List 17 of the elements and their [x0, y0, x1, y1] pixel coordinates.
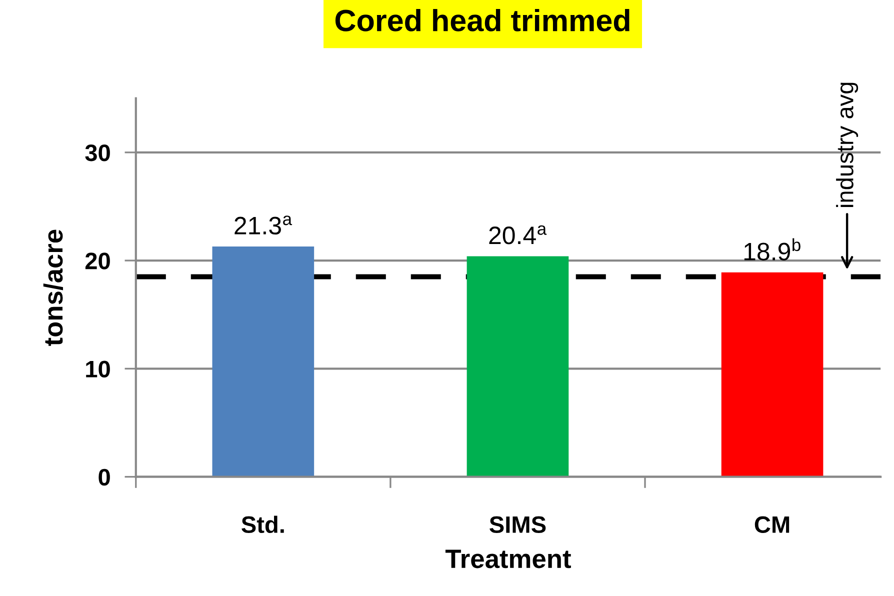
y-tick-label: 10 [86, 360, 110, 378]
bar [212, 246, 314, 477]
y-tick-label: 30 [85, 144, 110, 162]
data-label: 20.4$^{a}$ [489, 225, 547, 244]
y-tick-label: 20 [85, 252, 110, 270]
y-axis-title: tons/acre [43, 230, 64, 346]
ref-line-label: industry avg [836, 82, 858, 207]
y-tick-label: 0 [98, 468, 110, 486]
x-tick-label: CM [754, 516, 790, 534]
bar [466, 256, 569, 477]
chart-title: Cored head trimmed [335, 8, 630, 32]
data-label: 18.9$^{b}$ [744, 238, 800, 260]
bar [721, 272, 824, 477]
x-axis-title: Treatment [445, 550, 571, 568]
x-tick-label: SIMS [490, 516, 546, 534]
x-tick-label: Std. [242, 516, 284, 534]
data-label: 21.3$^{a}$ [234, 216, 292, 235]
